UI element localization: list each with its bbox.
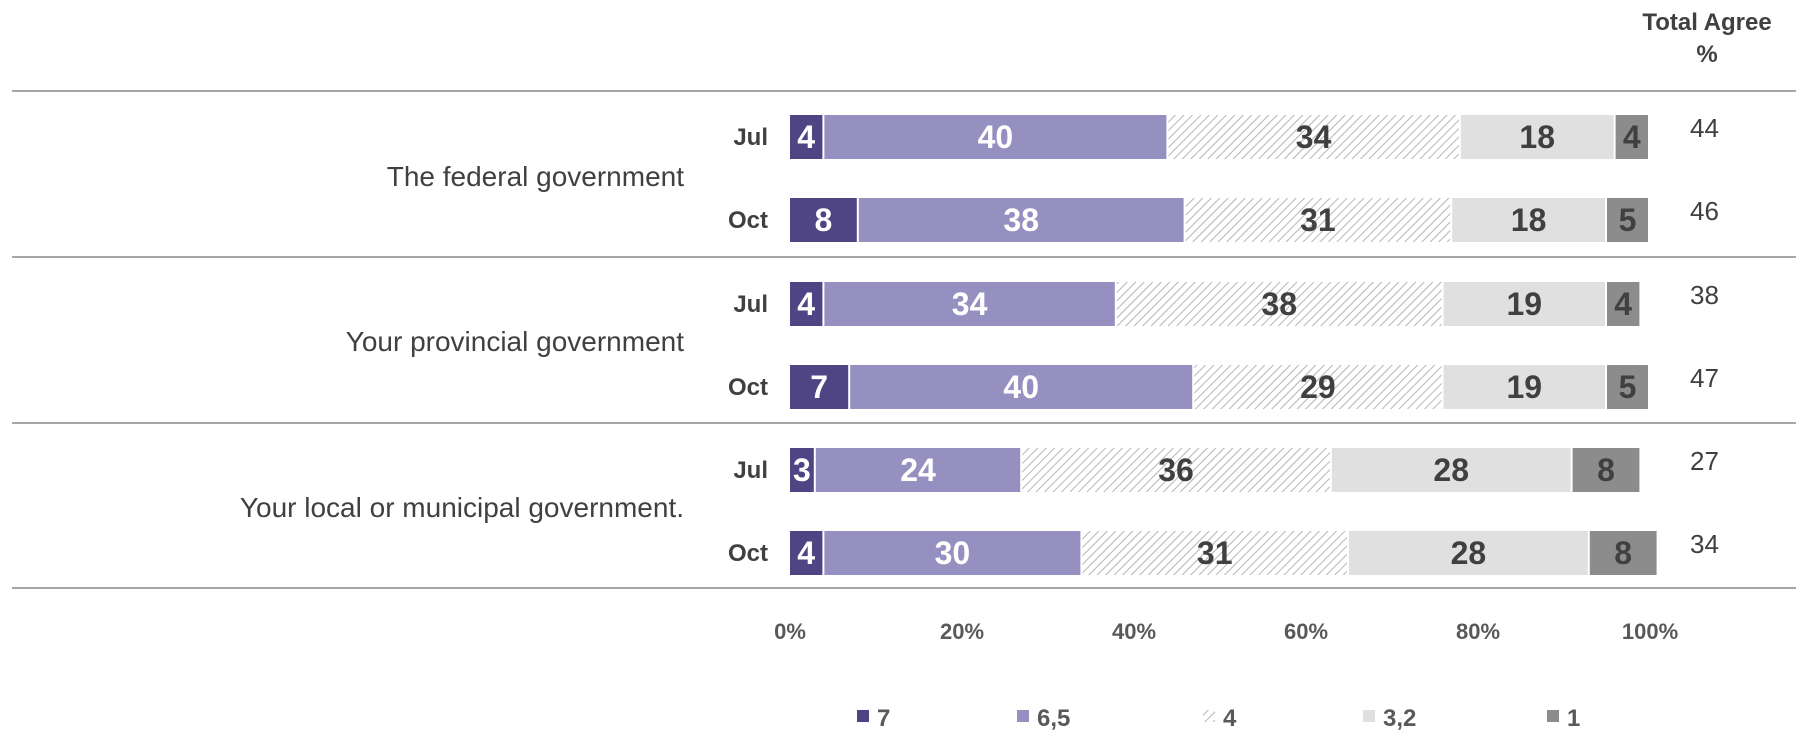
bar-segment-3-2-oct (1443, 365, 1605, 409)
bar-segment-7-jul (790, 282, 823, 326)
bar-segment-7-jul (790, 448, 814, 492)
period-label: Oct (728, 540, 768, 567)
bar-segment-3-2-jul (1460, 115, 1614, 159)
legend-swatch (1547, 710, 1559, 722)
bar-value-label: 19 (1507, 286, 1543, 322)
legend-swatch (1203, 710, 1215, 722)
bar-value-label: 4 (1623, 119, 1641, 155)
bar-value-label: 31 (1300, 202, 1336, 238)
bar-value-label: 4 (797, 535, 815, 571)
bar-segment-4-jul (1168, 115, 1459, 159)
total-agree-header-unit: % (1696, 41, 1717, 68)
total-agree-value: 34 (1690, 529, 1719, 559)
bar-value-label: 34 (952, 286, 988, 322)
bar-segment-4-oct (1185, 198, 1451, 242)
legend-label: 7 (877, 705, 890, 730)
bar-segment-7-jul (790, 115, 823, 159)
period-label: Jul (733, 457, 768, 484)
group-label: The federal government (387, 161, 685, 192)
group-label: Your provincial government (346, 326, 684, 357)
total-agree-value: 27 (1690, 446, 1719, 476)
period-label: Jul (733, 291, 768, 318)
bar-segment-3-2-jul (1331, 448, 1571, 492)
period-label: Oct (728, 207, 768, 234)
bar-value-label: 7 (810, 369, 828, 405)
bar-value-label: 31 (1197, 535, 1233, 571)
bar-value-label: 19 (1507, 369, 1543, 405)
bar-segment-6-5-oct (858, 198, 1184, 242)
group-label: Your local or municipal government. (240, 492, 684, 523)
bar-value-label: 38 (1261, 286, 1297, 322)
bar-value-label: 28 (1433, 452, 1469, 488)
x-tick-label: 0% (774, 619, 806, 644)
total-agree-value: 47 (1690, 363, 1719, 393)
total-agree-header: Total Agree (1642, 9, 1771, 36)
legend-swatch (1363, 710, 1375, 722)
bar-segment-6-5-oct (824, 531, 1081, 575)
bar-segment-3-2-oct (1349, 531, 1588, 575)
bar-value-label: 24 (900, 452, 936, 488)
bar-value-label: 8 (1597, 452, 1615, 488)
bar-segment-1-oct (1589, 531, 1657, 575)
bar-value-label: 8 (815, 202, 833, 238)
bar-segment-1-jul (1615, 115, 1648, 159)
bar-segment-4-jul (1022, 448, 1330, 492)
bar-value-label: 5 (1619, 202, 1637, 238)
bar-value-label: 3 (793, 452, 811, 488)
bar-value-label: 38 (1003, 202, 1039, 238)
bar-value-label: 28 (1451, 535, 1487, 571)
bar-segment-7-oct (790, 531, 823, 575)
bar-value-label: 36 (1158, 452, 1194, 488)
bar-value-label: 4 (1614, 286, 1632, 322)
x-tick-label: 60% (1284, 619, 1328, 644)
total-agree-value: 44 (1690, 113, 1719, 143)
bar-segment-4-oct (1194, 365, 1442, 409)
bar-segment-1-oct (1607, 198, 1648, 242)
bar-segment-6-5-jul (824, 115, 1167, 159)
period-label: Oct (728, 374, 768, 401)
x-tick-label: 20% (940, 619, 984, 644)
bar-value-label: 18 (1519, 119, 1555, 155)
bar-value-label: 5 (1619, 369, 1637, 405)
bar-value-label: 30 (935, 535, 971, 571)
bar-value-label: 8 (1614, 535, 1632, 571)
bar-value-label: 34 (1296, 119, 1332, 155)
legend-label: 6,5 (1037, 705, 1070, 730)
total-agree-value: 38 (1690, 280, 1719, 310)
total-agree-value: 46 (1690, 196, 1719, 226)
bar-segment-4-jul (1116, 282, 1442, 326)
bar-segment-3-2-oct (1452, 198, 1605, 242)
bar-value-label: 4 (797, 286, 815, 322)
legend-swatch (857, 710, 869, 722)
x-tick-label: 80% (1456, 619, 1500, 644)
bar-segment-4-oct (1082, 531, 1347, 575)
legend-label: 3,2 (1383, 705, 1416, 730)
bar-value-label: 40 (978, 119, 1014, 155)
x-tick-label: 40% (1112, 619, 1156, 644)
legend-label: 1 (1567, 705, 1580, 730)
bar-segment-1-jul (1572, 448, 1640, 492)
bar-segment-1-jul (1607, 282, 1640, 326)
legend-swatch (1017, 710, 1029, 722)
legend-label: 4 (1223, 705, 1237, 730)
bar-value-label: 18 (1511, 202, 1547, 238)
bar-value-label: 29 (1300, 369, 1336, 405)
bar-value-label: 4 (797, 119, 815, 155)
period-label: Jul (733, 124, 768, 151)
bar-segment-6-5-jul (824, 282, 1115, 326)
bar-segment-7-oct (790, 365, 849, 409)
bar-segment-1-oct (1607, 365, 1648, 409)
bar-value-label: 40 (1003, 369, 1039, 405)
x-tick-label: 100% (1622, 619, 1678, 644)
bar-segment-3-2-jul (1443, 282, 1605, 326)
bar-segment-7-oct (790, 198, 857, 242)
bar-segment-6-5-oct (850, 365, 1193, 409)
bar-segment-6-5-jul (815, 448, 1021, 492)
